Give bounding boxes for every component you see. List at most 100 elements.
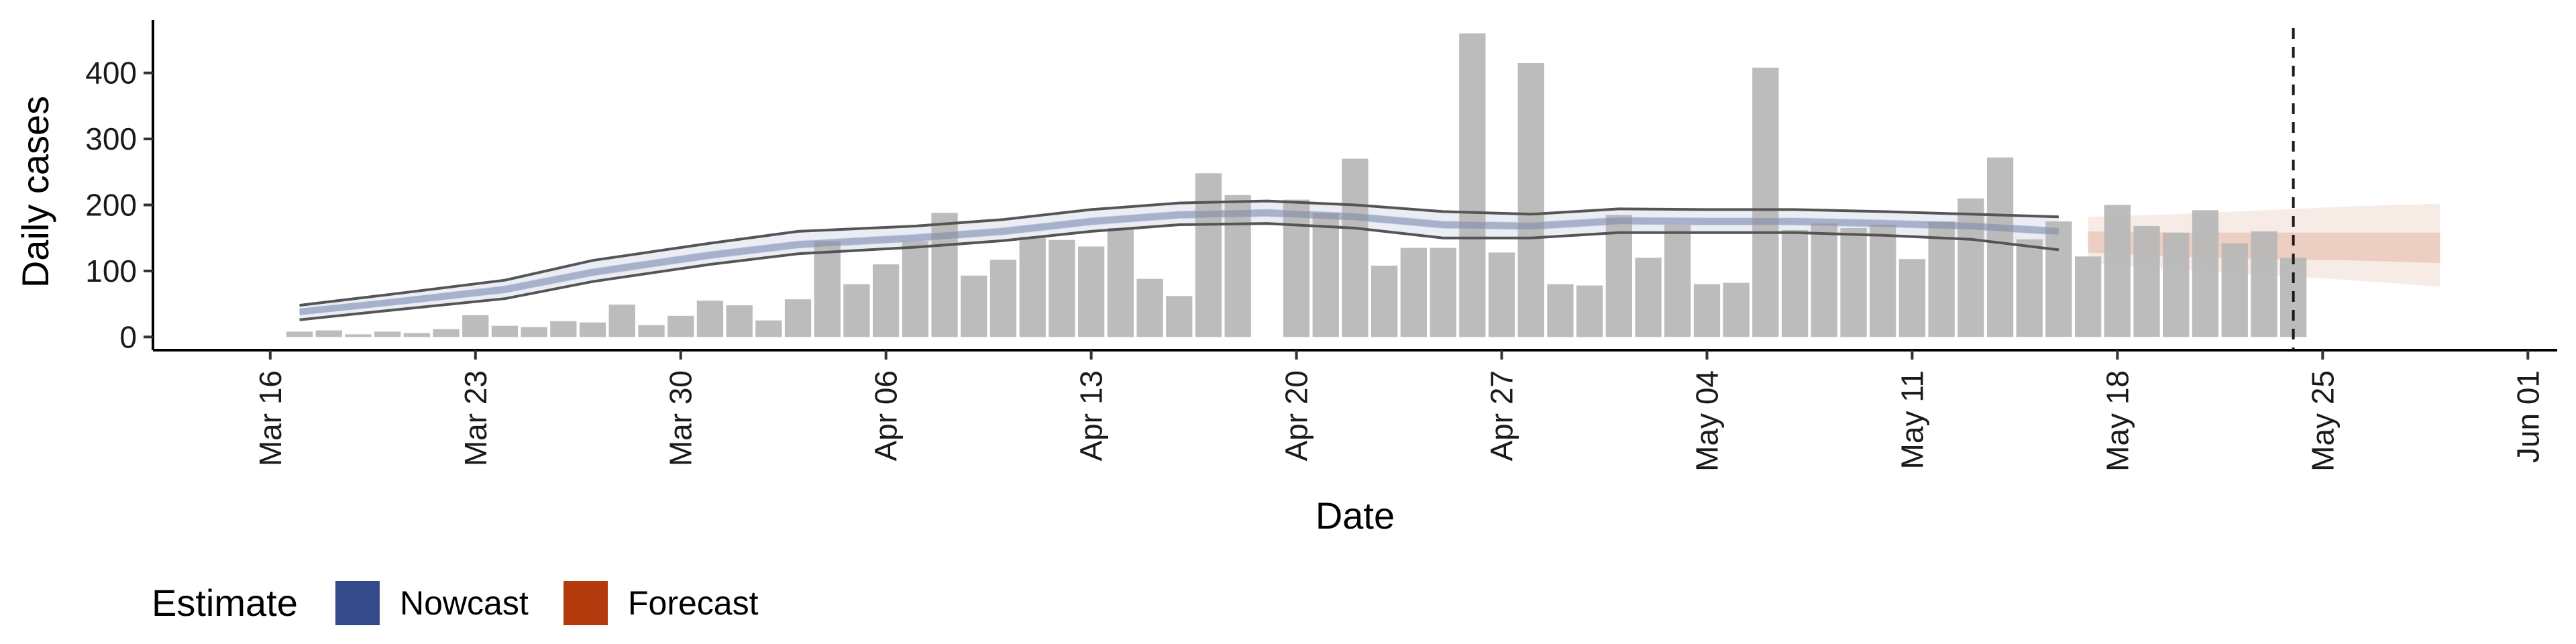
x-tick-label: May 04 [1690,370,1725,472]
bar-2020-05-15 [2016,239,2043,337]
bar-2020-05-07 [1781,229,1809,337]
bar-2020-05-13 [1957,198,1984,337]
bar-2020-03-24 [491,325,519,337]
bar-2020-05-22 [2221,243,2248,337]
bar-2020-05-01 [1605,215,1632,337]
case-bars [286,33,2307,337]
bar-2020-04-09 [961,275,987,337]
bar-2020-04-29 [1547,284,1574,337]
x-tick-label: Apr 06 [869,370,904,462]
bar-2020-04-28 [1517,63,1544,337]
bar-2020-03-26 [550,321,577,337]
bar-2020-03-23 [462,315,489,337]
bar-2020-04-06 [873,264,900,337]
bar-2020-03-31 [696,301,724,337]
bar-2020-05-10 [1870,225,1896,337]
legend: Estimate Nowcast Forecast [152,581,759,625]
bar-2020-05-17 [2075,256,2102,337]
bar-2020-05-20 [2163,232,2190,337]
bar-2020-04-16 [1166,296,1193,337]
bar-2020-04-11 [1019,236,1046,337]
y-tick-label: 200 [85,188,137,223]
bar-2020-05-06 [1752,67,1779,337]
legend-label-nowcast: Nowcast [400,584,529,622]
bar-2020-04-12 [1049,239,1075,337]
axes [152,20,2557,352]
bar-2020-04-23 [1371,266,1398,337]
y-tick-label: 100 [85,254,137,288]
bar-2020-03-25 [521,327,547,337]
bar-2020-04-22 [1342,158,1368,337]
x-tick-label: Jun 01 [2510,370,2545,463]
legend-key-nowcast [335,581,380,625]
bar-2020-03-27 [579,322,606,337]
bar-2020-05-05 [1723,282,1750,337]
bar-2020-04-15 [1136,278,1163,337]
bar-2020-04-27 [1488,252,1515,337]
bar-2020-05-12 [1928,221,1955,337]
bar-2020-05-09 [1840,228,1867,337]
bar-2020-04-21 [1312,213,1339,337]
bar-2020-04-01 [726,305,753,337]
bar-2020-03-20 [374,331,401,337]
x-tick-label: Mar 23 [458,370,493,466]
legend-title: Estimate [152,582,298,624]
band-inner-nowcast [299,209,2059,315]
x-tick-label: Apr 13 [1074,370,1109,462]
bar-2020-05-16 [2045,221,2072,337]
y-tick-label: 300 [85,121,137,156]
bar-2020-05-03 [1664,225,1691,337]
bar-2020-03-28 [608,305,635,337]
bar-2020-03-19 [345,334,372,337]
bar-2020-03-22 [433,329,460,337]
bar-2020-04-02 [755,320,782,337]
y-tick-label: 400 [85,56,137,91]
nowcast-median-line [299,209,2059,315]
y-axis-title: Daily cases [14,96,56,288]
bar-2020-03-29 [638,325,665,337]
bar-2020-05-21 [2192,210,2219,337]
legend-key-forecast [564,581,608,625]
y-tick-label: 0 [119,319,137,354]
bar-2020-04-24 [1400,248,1427,337]
x-tick-label: Apr 20 [1279,370,1314,462]
x-tick-label: May 18 [2100,370,2135,472]
x-tick-label: Mar 16 [253,370,288,466]
bar-2020-04-13 [1078,246,1105,337]
bar-2020-04-25 [1430,248,1456,337]
bar-2020-04-30 [1576,285,1603,337]
bar-2020-04-03 [784,299,812,337]
bar-2020-05-11 [1898,259,1926,337]
bar-2020-05-23 [2251,231,2277,337]
bar-2020-04-20 [1283,199,1310,337]
bar-2020-04-17 [1195,173,1222,337]
estimate-lines [299,199,2059,321]
y-ticks: 0 100 200 300 400 [85,56,153,354]
x-axis-title: Date [1316,494,1395,537]
x-ticks: Mar 16 Mar 23 Mar 30 Apr 06 Apr 13 Apr 20 Apr … [253,350,2545,472]
bar-2020-04-05 [843,284,870,337]
bar-2020-04-14 [1107,228,1134,337]
bar-2020-04-10 [989,260,1017,337]
bar-2020-04-04 [814,241,841,337]
x-tick-label: Mar 30 [663,370,698,466]
bar-2020-03-17 [286,331,313,337]
bar-2020-03-30 [667,315,694,337]
bar-2020-05-04 [1693,284,1721,337]
x-tick-label: May 11 [1894,370,1929,469]
legend-label-forecast: Forecast [628,584,759,622]
nowcast-upper-line [299,199,2059,307]
nowcast-lower-line [299,222,2059,321]
x-tick-label: May 25 [2305,370,2340,472]
bar-2020-05-08 [1811,223,1837,337]
bar-2020-04-07 [902,241,928,337]
x-tick-label: Apr 27 [1485,370,1519,462]
bar-2020-05-14 [1986,157,2014,337]
bar-2020-05-19 [2133,226,2160,337]
bar-2020-04-26 [1459,33,1486,337]
bar-2020-03-18 [315,330,342,337]
bar-2020-05-18 [2104,205,2131,337]
bar-2020-04-08 [931,213,958,337]
bar-2020-05-02 [1635,258,1662,337]
